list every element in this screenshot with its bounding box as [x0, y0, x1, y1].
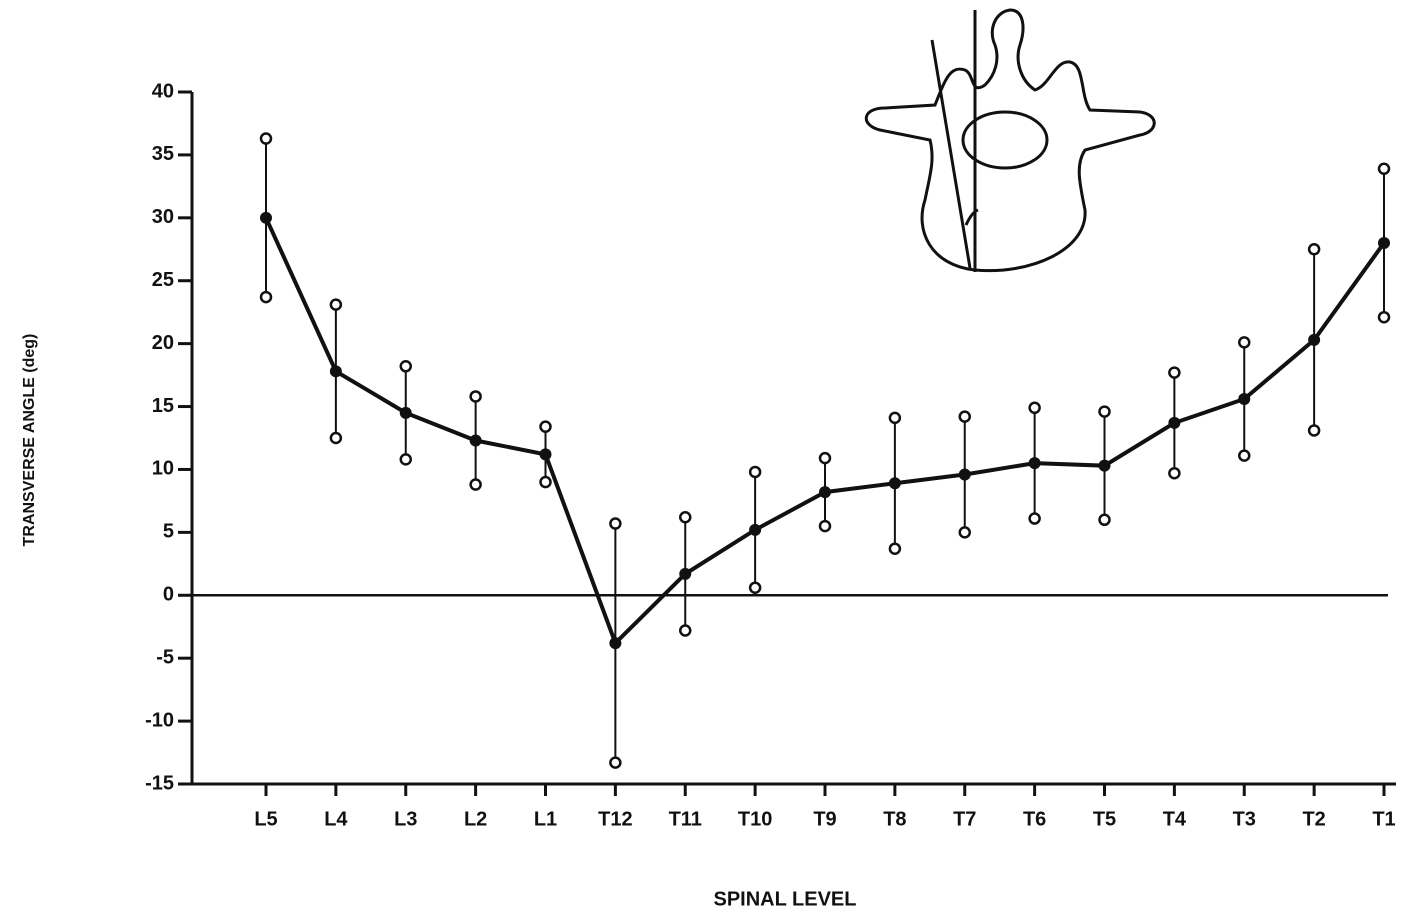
mean-point — [679, 568, 691, 580]
y-tick-label: 35 — [152, 143, 174, 165]
x-tick-label: T3 — [1233, 808, 1256, 830]
mean-point — [819, 486, 831, 498]
error-cap — [680, 626, 690, 636]
mean-point — [470, 435, 482, 447]
y-tick-label: 25 — [152, 269, 174, 291]
y-tick-label: 15 — [152, 395, 174, 417]
y-axis-label: TRANSVERSE ANGLE (deg) — [21, 334, 38, 547]
mean-point — [1238, 393, 1250, 405]
mean-point — [540, 448, 552, 460]
mean-point — [400, 407, 412, 419]
error-cap — [401, 454, 411, 464]
error-cap — [471, 391, 481, 401]
chart: SPINAL LEVEL TRANSVERSE ANGLE (deg) 40 35… — [0, 0, 1416, 914]
mean-point — [260, 212, 272, 224]
mean-point — [609, 637, 621, 649]
error-cap — [610, 519, 620, 529]
x-tick-label: L4 — [324, 808, 348, 830]
error-cap — [890, 413, 900, 423]
y-tick-label: -5 — [156, 646, 174, 668]
x-tick-label: T9 — [813, 808, 836, 830]
y-tick-label: -10 — [145, 709, 174, 731]
error-cap — [331, 433, 341, 443]
error-cap — [890, 544, 900, 554]
error-cap — [1309, 244, 1319, 254]
error-cap — [1169, 468, 1179, 478]
x-axis-label: SPINAL LEVEL — [714, 888, 857, 910]
x-tick-label: T8 — [883, 808, 906, 830]
mean-point — [1378, 237, 1390, 249]
error-cap — [1169, 368, 1179, 378]
x-tick-label: T5 — [1093, 808, 1116, 830]
error-cap — [960, 412, 970, 422]
error-cap — [471, 480, 481, 490]
error-cap — [1100, 407, 1110, 417]
error-cap — [261, 134, 271, 144]
error-cap — [1100, 515, 1110, 525]
x-tick-label: T1 — [1372, 808, 1395, 830]
x-tick-label: T11 — [669, 808, 702, 830]
mean-point — [330, 365, 342, 377]
error-cap — [680, 512, 690, 522]
mean-point — [889, 477, 901, 489]
mean-point — [1308, 334, 1320, 346]
x-tick-label: T10 — [738, 808, 772, 830]
x-tick-label: L2 — [464, 808, 487, 830]
error-cap — [1379, 164, 1389, 174]
y-tick-label: 5 — [163, 521, 174, 543]
x-tick-label: L1 — [534, 808, 557, 830]
error-cap — [960, 527, 970, 537]
error-cap — [610, 758, 620, 768]
x-tick-label: T6 — [1023, 808, 1046, 830]
y-tick-label: 10 — [152, 458, 174, 480]
mean-point — [959, 468, 971, 480]
y-tick-label: 20 — [152, 332, 174, 354]
error-cap — [750, 583, 760, 593]
mean-point — [1029, 457, 1041, 469]
x-tick-label: T2 — [1302, 808, 1325, 830]
x-tick-label: T7 — [953, 808, 976, 830]
mean-point — [1168, 417, 1180, 429]
mean-line — [266, 218, 1384, 643]
x-tick-label: L5 — [254, 808, 277, 830]
y-tick-label: 0 — [163, 584, 174, 606]
error-cap — [1239, 451, 1249, 461]
mean-point — [1099, 460, 1111, 472]
error-cap — [750, 467, 760, 477]
error-cap — [1379, 312, 1389, 322]
error-cap — [1239, 337, 1249, 347]
y-tick-label: 30 — [152, 206, 174, 228]
error-cap — [541, 422, 551, 432]
mean-point — [749, 524, 761, 536]
vertebra-diagram — [866, 10, 1154, 272]
error-cap — [820, 521, 830, 531]
error-cap — [541, 477, 551, 487]
error-cap — [1030, 514, 1040, 524]
error-cap — [401, 361, 411, 371]
x-tick-label: T4 — [1163, 808, 1187, 830]
y-tick-label: 40 — [152, 80, 174, 102]
y-tick-label: -15 — [145, 772, 174, 794]
error-cap — [1309, 425, 1319, 435]
error-cap — [331, 300, 341, 310]
error-cap — [261, 292, 271, 302]
x-tick-label: L3 — [394, 808, 417, 830]
error-cap — [1030, 403, 1040, 413]
x-tick-label: T12 — [598, 808, 632, 830]
error-cap — [820, 453, 830, 463]
